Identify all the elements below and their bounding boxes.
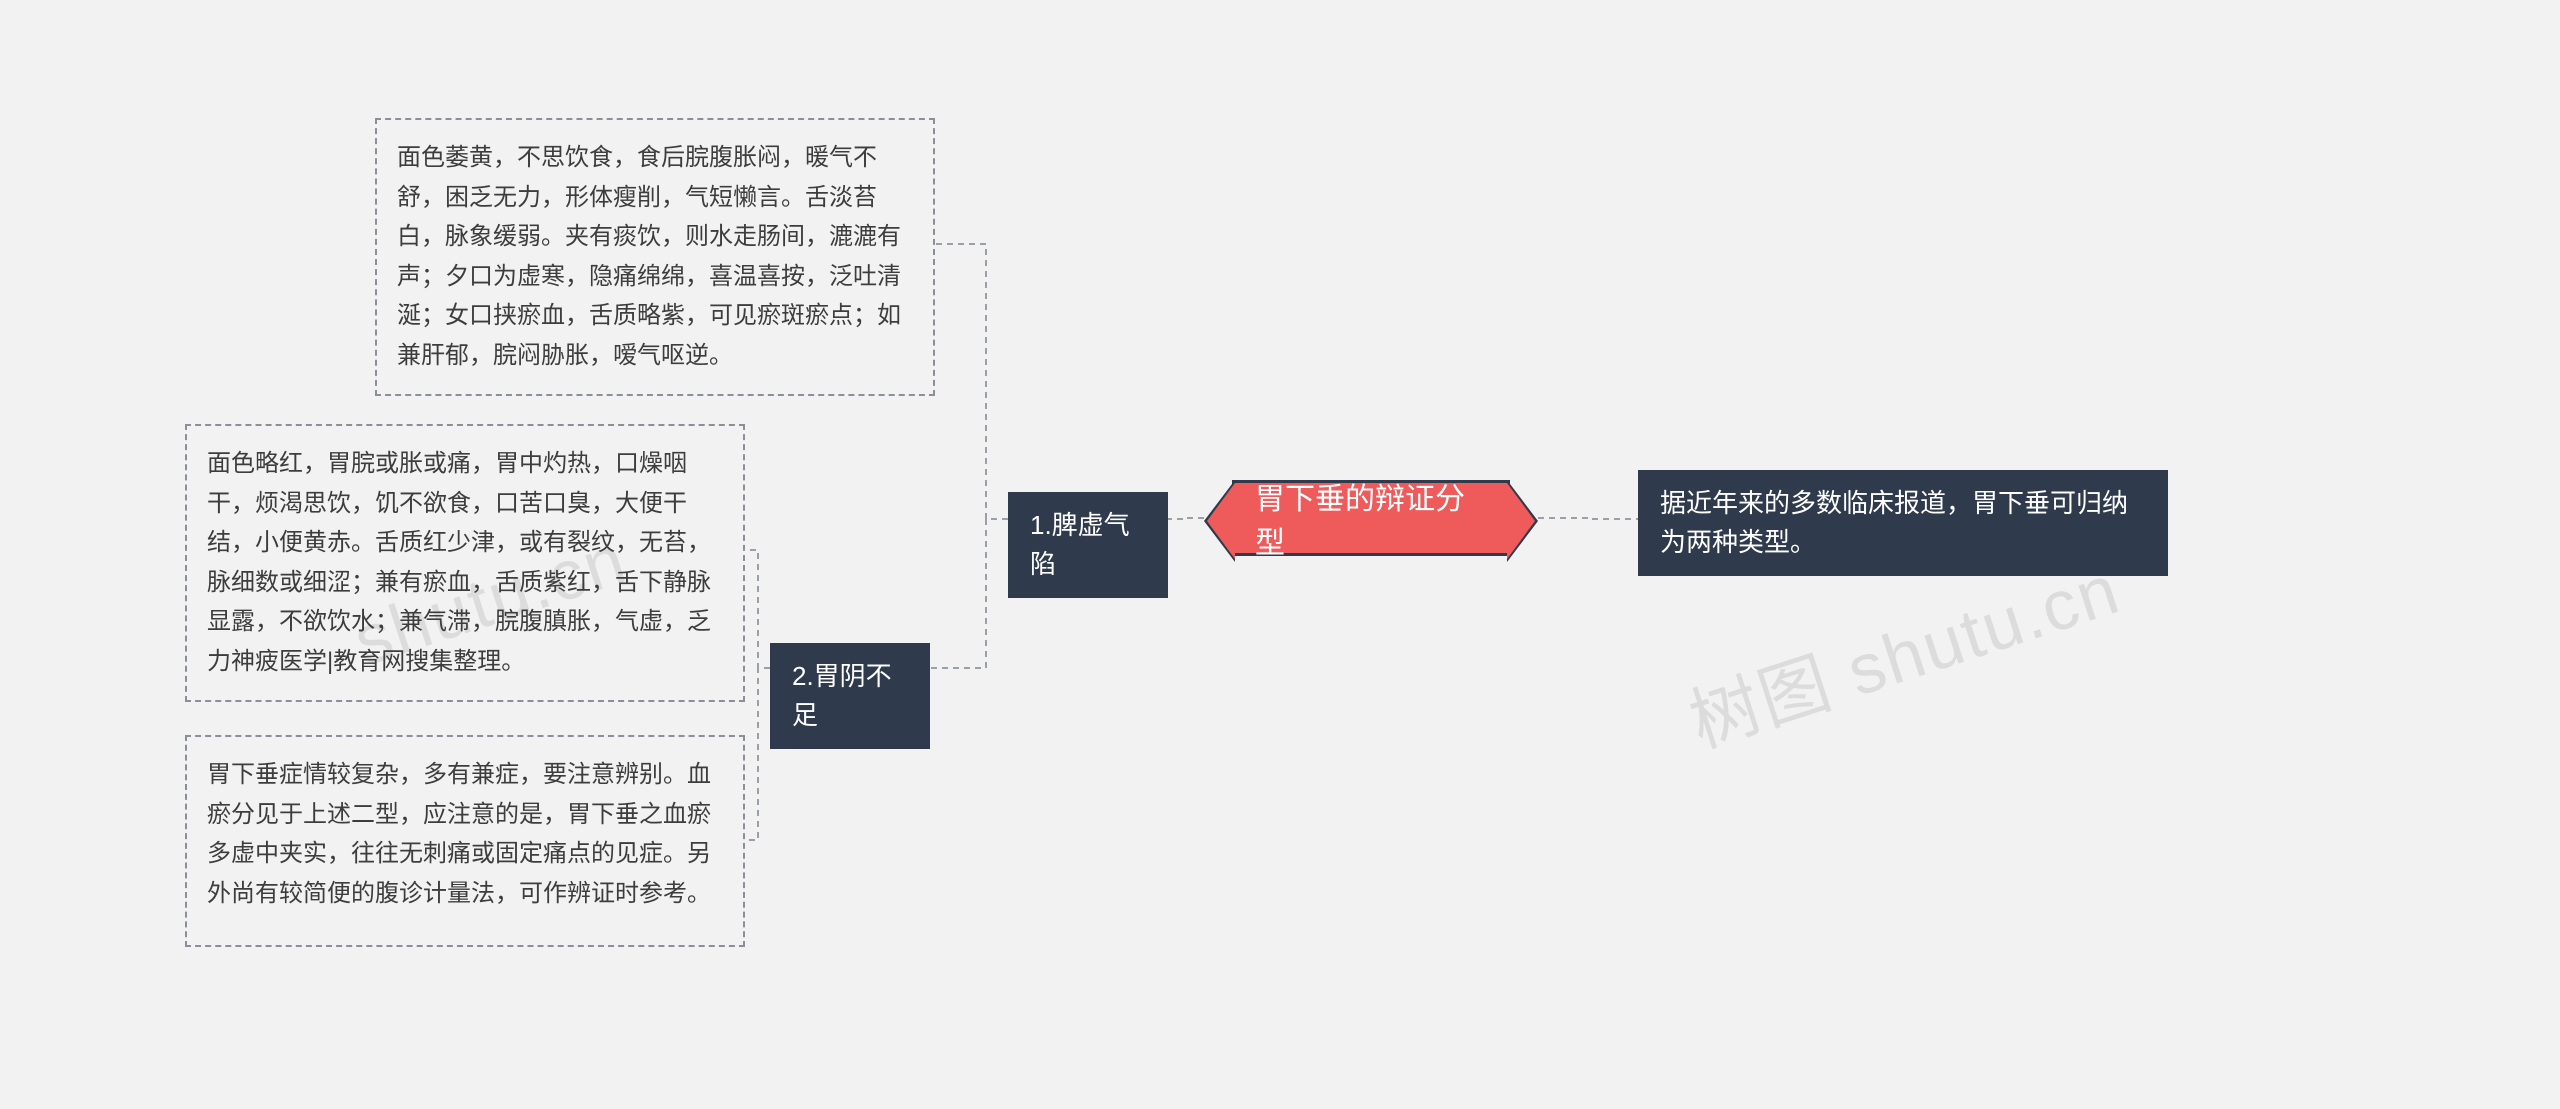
leaf-top-text: 面色萎黄，不思饮食，食后脘腹胀闷，暖气不舒，困乏无力，形体瘦削，气短懒言。舌淡苔… [397, 144, 901, 369]
connector-2 [935, 244, 1008, 519]
center-label: 胃下垂的辩证分型 [1255, 474, 1487, 562]
connector-3 [930, 519, 1008, 668]
leaf-mid-text: 面色略红，胃脘或胀或痛，胃中灼热，口燥咽干，烦渴思饮，饥不欲食，口苦口臭，大便干… [207, 450, 711, 675]
connector-5 [745, 668, 770, 840]
connector-1 [1168, 518, 1204, 519]
leaf-bot: 胃下垂症情较复杂，多有兼症，要注意辨别。血瘀分见于上述二型，应注意的是，胃下垂之… [185, 735, 745, 947]
connector-0 [1538, 518, 1638, 519]
type1-node: 1.脾虚气陷 [1008, 492, 1168, 598]
leaf-bot-text: 胃下垂症情较复杂，多有兼症，要注意辨别。血瘀分见于上述二型，应注意的是，胃下垂之… [207, 761, 711, 907]
leaf-top: 面色萎黄，不思饮食，食后脘腹胀闷，暖气不舒，困乏无力，形体瘦削，气短懒言。舌淡苔… [375, 118, 935, 396]
center-notch-left [1204, 480, 1235, 562]
connector-4 [745, 550, 770, 668]
center-notch-right [1507, 480, 1538, 562]
center-shape: 胃下垂的辩证分型 [1232, 480, 1510, 556]
type2-node: 2.胃阴不足 [770, 643, 930, 749]
type2-label: 2.胃阴不足 [792, 657, 908, 735]
leaf-mid: 面色略红，胃脘或胀或痛，胃中灼热，口燥咽干，烦渴思饮，饥不欲食，口苦口臭，大便干… [185, 424, 745, 702]
center-node: 胃下垂的辩证分型 [1204, 480, 1538, 556]
right-summary-text: 据近年来的多数临床报道，胃下垂可归纳为两种类型。 [1660, 484, 2146, 562]
type1-label: 1.脾虚气陷 [1030, 506, 1146, 584]
right-summary-node: 据近年来的多数临床报道，胃下垂可归纳为两种类型。 [1638, 470, 2168, 576]
